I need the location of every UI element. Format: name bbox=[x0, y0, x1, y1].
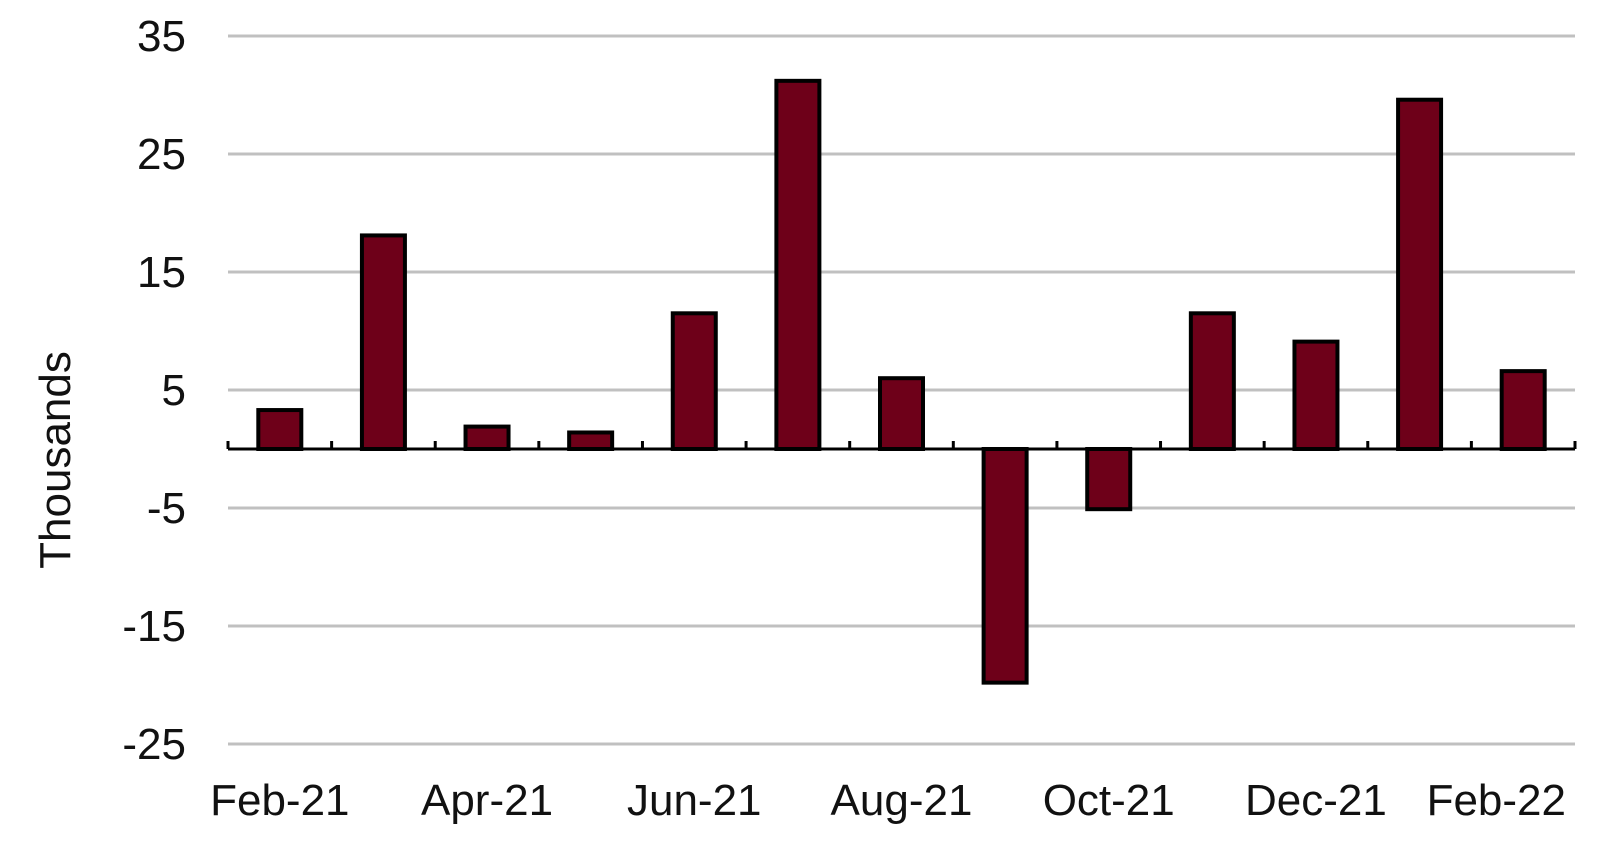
bar-mar-21 bbox=[359, 233, 407, 451]
bar-oct-21 bbox=[1085, 447, 1133, 512]
y-tick-label: 25 bbox=[137, 130, 186, 179]
x-tick-label: Feb-22 bbox=[1427, 776, 1566, 825]
bar-feb-21 bbox=[256, 408, 304, 451]
y-tick-label: 35 bbox=[137, 12, 186, 61]
bars bbox=[256, 78, 1547, 685]
y-tick-label: 15 bbox=[137, 248, 186, 297]
gridlines bbox=[228, 34, 1575, 746]
x-tick-label: Feb-21 bbox=[210, 776, 349, 825]
y-tick-label: -25 bbox=[122, 720, 186, 769]
bar-apr-21 bbox=[463, 424, 511, 451]
bar-jul-21 bbox=[774, 78, 822, 451]
x-axis bbox=[226, 441, 1577, 451]
bar-dec-21 bbox=[1292, 339, 1340, 451]
bar-jun-21 bbox=[670, 311, 718, 451]
x-tick-labels: Feb-21 Apr-21 Jun-21 Aug-21 Oct-21 Dec-21 Feb-… bbox=[210, 776, 1566, 825]
bar-feb-22 bbox=[1499, 369, 1547, 451]
y-tick-label: 5 bbox=[162, 366, 186, 415]
x-tick-label: Dec-21 bbox=[1245, 776, 1387, 825]
y-axis-title: Thousands bbox=[31, 351, 80, 569]
y-tick-label: -5 bbox=[147, 484, 186, 533]
x-tick-label: Aug-21 bbox=[831, 776, 973, 825]
x-tick-label: Jun-21 bbox=[627, 776, 762, 825]
bar-aug-21 bbox=[878, 376, 925, 452]
bar-sep-21 bbox=[981, 447, 1029, 685]
y-tick-labels: 35 25 15 5 -5 -15 -25 bbox=[122, 12, 186, 769]
y-tick-label: -15 bbox=[122, 602, 186, 651]
bar-nov-21 bbox=[1188, 311, 1236, 451]
bar-may-21 bbox=[567, 430, 615, 452]
x-tick-label: Oct-21 bbox=[1043, 776, 1175, 825]
bar-jan-22 bbox=[1396, 97, 1444, 451]
x-tick-label: Apr-21 bbox=[421, 776, 553, 825]
